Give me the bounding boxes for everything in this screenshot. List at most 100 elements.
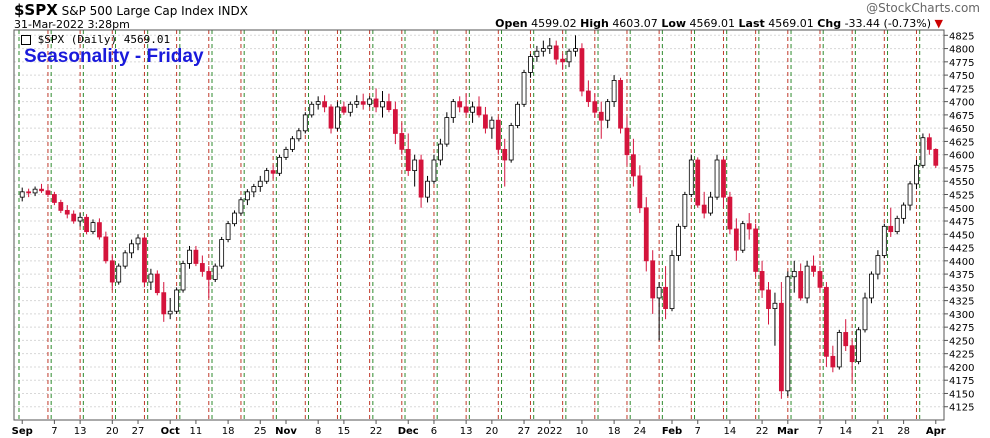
x-tick-label: 18: [608, 426, 621, 437]
quote-summary: Open 4599.02 High 4603.07 Low 4569.01 La…: [495, 17, 943, 30]
candle-body: [547, 45, 553, 49]
candle-body: [39, 188, 44, 192]
low-label: Low: [661, 17, 687, 30]
x-tick-label: 20: [106, 426, 119, 437]
x-tick-label: Sep: [12, 426, 33, 437]
candle-body: [701, 204, 707, 214]
candle-body: [135, 237, 141, 245]
legend-swatch: [21, 35, 31, 45]
candle-body: [849, 345, 855, 363]
candle-body: [817, 271, 823, 288]
candle-body: [257, 180, 263, 187]
candle-body: [528, 56, 533, 73]
weekday-markers: [18, 30, 921, 420]
candle-body: [167, 310, 173, 315]
candle-body: [708, 196, 714, 214]
candle-body: [450, 101, 456, 118]
x-tick-label: 18: [222, 426, 235, 437]
candle-body: [656, 286, 662, 299]
candle-body: [618, 80, 623, 129]
candle-body: [277, 156, 282, 174]
candle-body: [64, 210, 70, 215]
candle-body: [90, 222, 96, 233]
candle-body: [418, 159, 424, 198]
chg-value: -33.44 (-0.73%): [844, 17, 932, 30]
candle-body: [881, 225, 887, 256]
candle-body: [772, 302, 778, 309]
candle-body: [785, 276, 791, 392]
candle-body: [341, 106, 347, 113]
x-tick-label: 14: [839, 426, 852, 437]
x-tick-label: 8: [315, 426, 321, 437]
candle-body: [714, 159, 720, 198]
y-tick-label: 4325: [949, 297, 974, 308]
candle-body: [495, 119, 501, 150]
candle-body: [161, 292, 167, 315]
candle-body: [97, 222, 102, 238]
x-tick-label: 22: [756, 426, 769, 437]
candle-body: [746, 223, 752, 230]
x-tick-label: 14: [724, 426, 737, 437]
y-tick-label: 4525: [949, 190, 974, 201]
candle-body: [264, 170, 270, 182]
x-tick-label: Feb: [662, 426, 682, 437]
chart-title: Seasonality - Friday: [24, 46, 204, 67]
candle-body: [598, 111, 604, 121]
y-tick-label: 4250: [949, 336, 974, 347]
index-name: S&P 500 Large Cap Index: [61, 4, 215, 18]
candle-body: [405, 148, 411, 172]
brand-watermark: @StockCharts.com: [866, 1, 980, 15]
candle-body: [174, 289, 180, 312]
candle-body: [232, 212, 237, 225]
y-tick-label: 4650: [949, 124, 974, 135]
candle-body: [926, 137, 932, 150]
candle-body: [335, 106, 340, 129]
candle-body: [51, 194, 57, 203]
candle-body: [399, 133, 405, 150]
candle-body: [721, 159, 726, 198]
candle-body: [58, 202, 64, 211]
x-tick-label: Apr: [926, 426, 946, 437]
candle-body: [824, 286, 829, 357]
symbol: $SPX: [14, 1, 58, 19]
y-tick-label: 4600: [949, 151, 974, 162]
candle-body: [238, 199, 244, 214]
candle-body: [412, 159, 418, 172]
last-value: 4569.01: [768, 17, 814, 30]
y-tick-label: 4200: [949, 363, 974, 374]
candle-body: [470, 106, 475, 113]
y-tick-label: 4675: [949, 111, 974, 122]
chart-grid: [14, 34, 944, 408]
series-legend: $SPX (Daily) 4569.01: [21, 33, 170, 46]
candle-body: [302, 114, 308, 132]
x-tick-label: 13: [460, 426, 473, 437]
candle-body: [328, 106, 334, 129]
x-tick-label: 22: [370, 426, 383, 437]
y-tick-label: 4625: [949, 137, 974, 148]
candle-body: [457, 101, 463, 108]
candle-body: [733, 228, 739, 251]
candle-body: [791, 271, 797, 278]
high-label: High: [580, 17, 609, 30]
candle-body: [624, 127, 630, 156]
candle-body: [778, 302, 784, 392]
candle-body: [933, 148, 939, 166]
x-tick-label: 7: [51, 426, 57, 437]
candle-body: [856, 329, 861, 363]
candle-body: [682, 194, 688, 227]
candle-body: [244, 191, 250, 201]
candle-body: [766, 289, 771, 309]
candle-body: [380, 101, 385, 108]
candle-body: [187, 249, 192, 264]
candle-body: [283, 148, 289, 158]
y-tick-label: 4750: [949, 71, 974, 82]
high-value: 4603.07: [612, 17, 658, 30]
candle-body: [643, 207, 649, 262]
candle-body: [566, 50, 572, 63]
candle-body: [431, 159, 437, 182]
candle-body: [534, 50, 540, 57]
candle-body: [116, 265, 122, 283]
candle-body: [180, 263, 186, 291]
header-symbol-row: $SPX S&P 500 Large Cap Index INDX: [14, 1, 248, 19]
candle-body: [309, 103, 315, 116]
